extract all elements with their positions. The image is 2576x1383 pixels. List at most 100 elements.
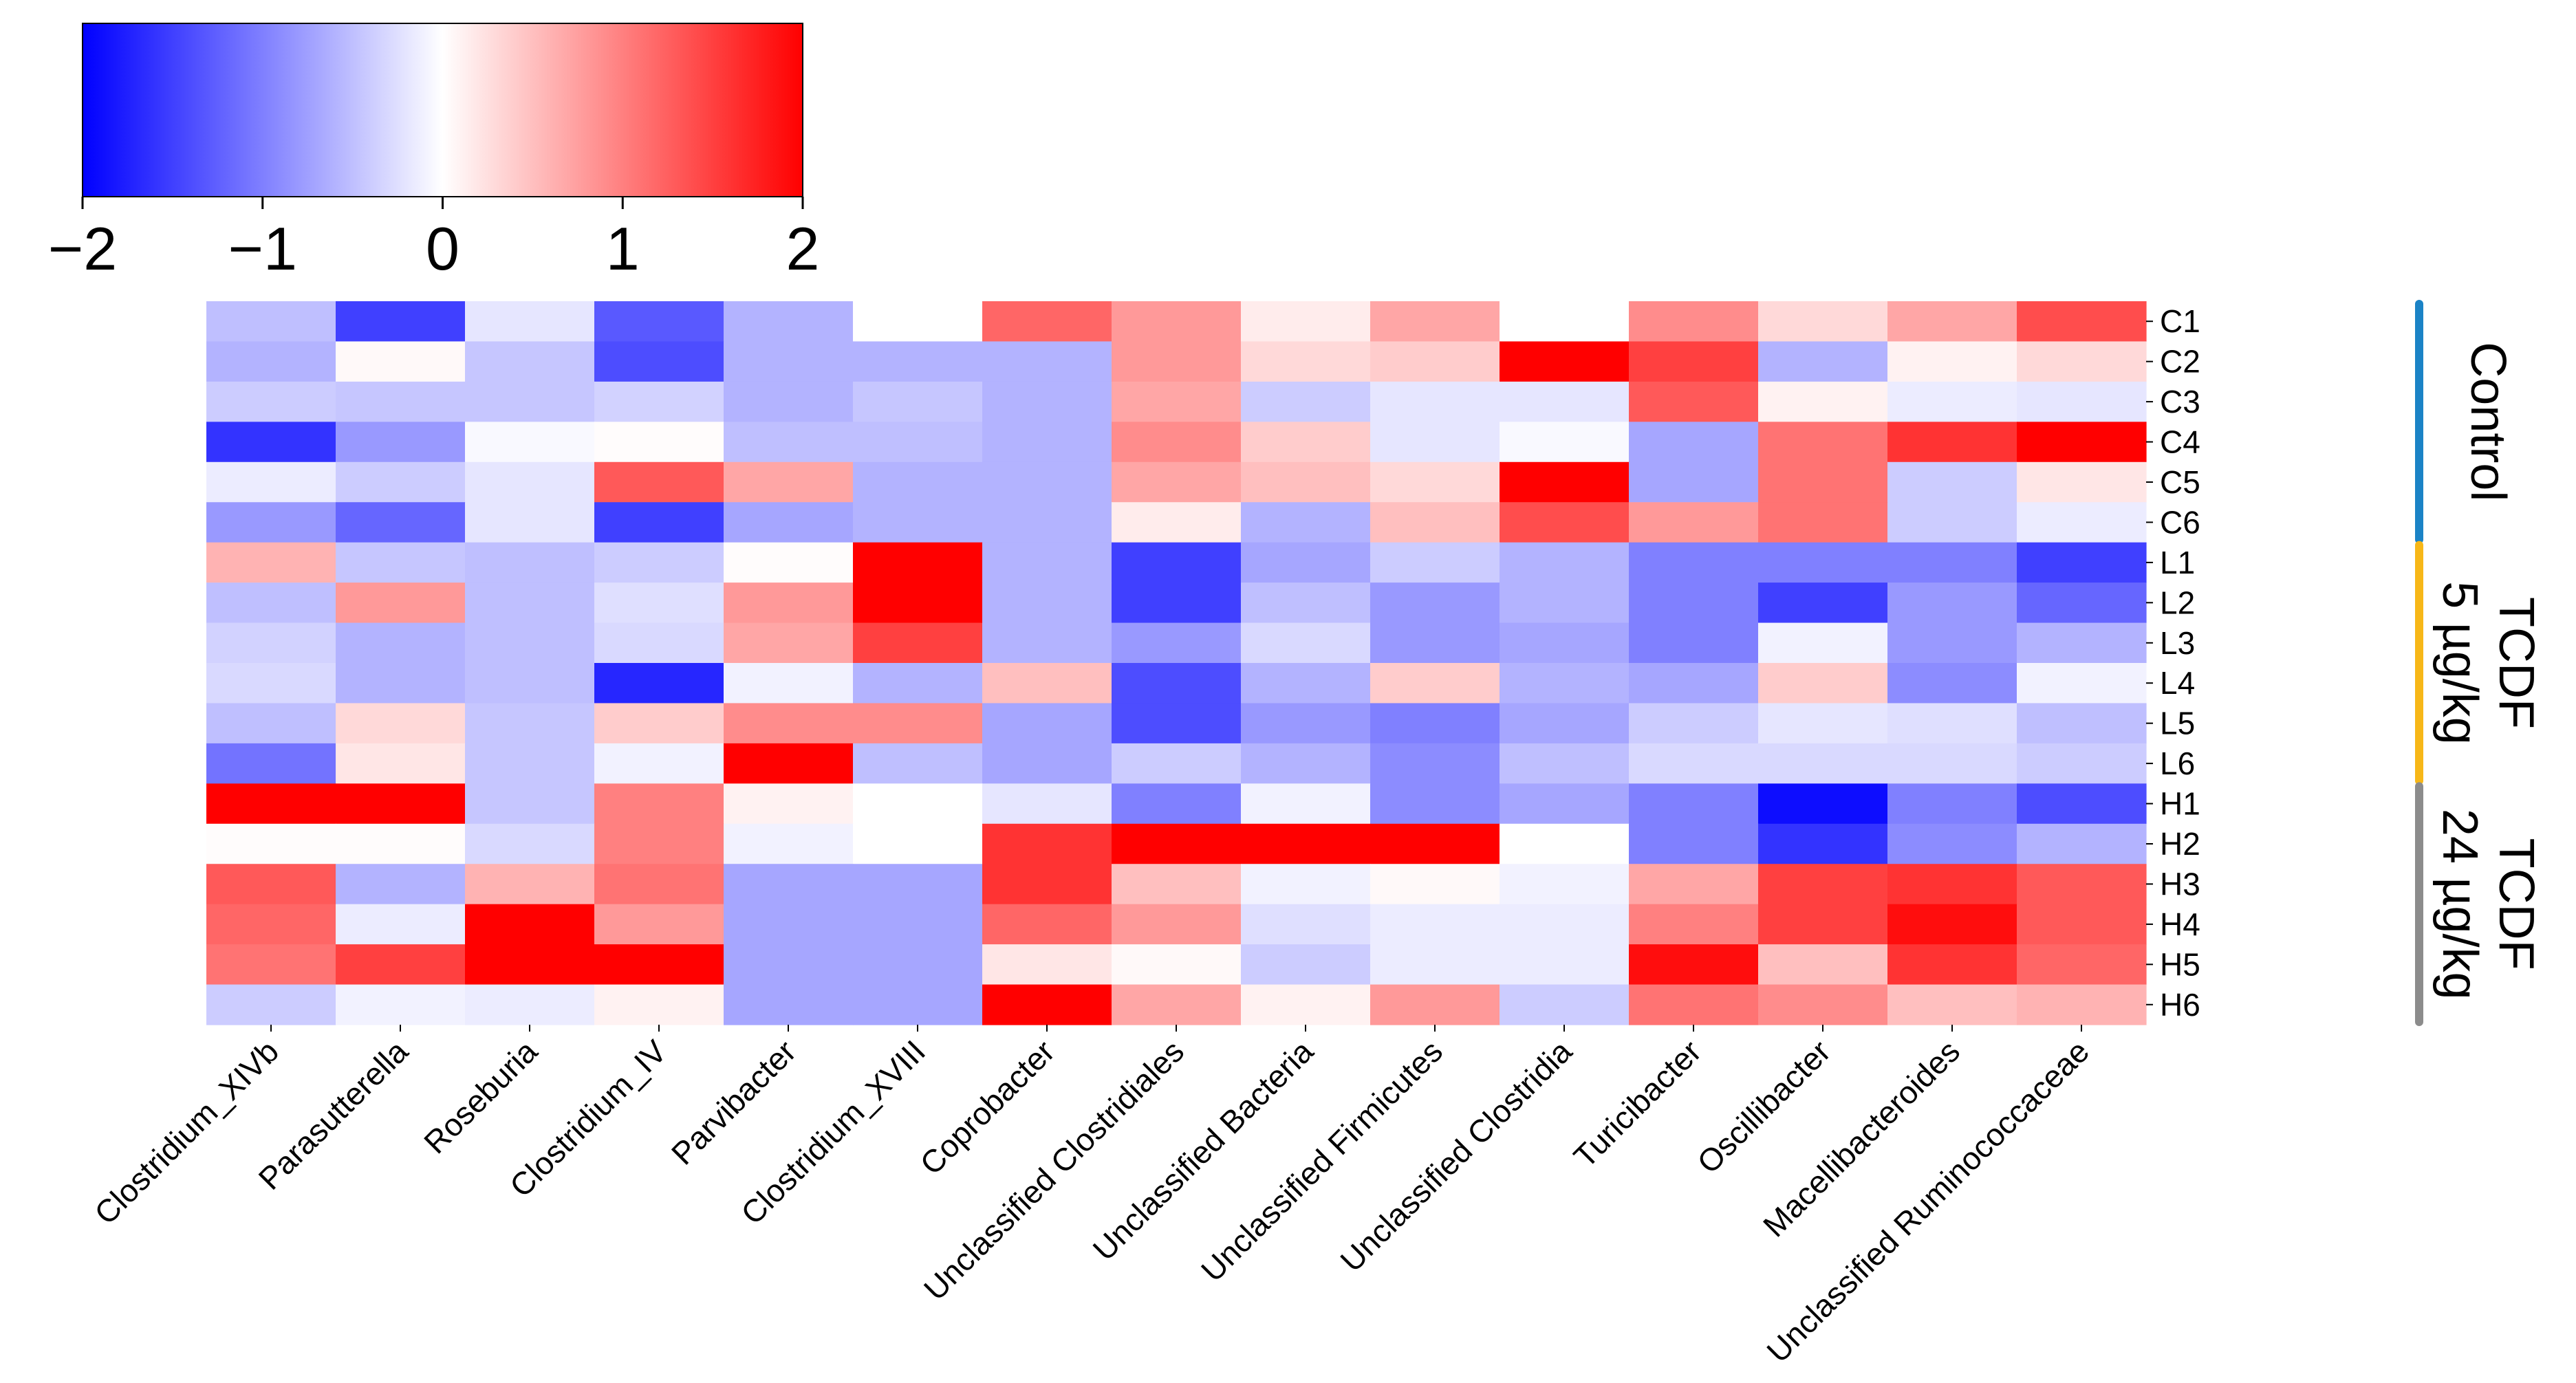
heatmap-cell <box>1500 381 1630 422</box>
heatmap-cell <box>853 461 983 503</box>
heatmap-cell <box>1241 823 1371 864</box>
heatmap-cell <box>1241 944 1371 985</box>
heatmap-cell <box>1629 381 1759 422</box>
heatmap-cell <box>1887 703 2017 744</box>
column-label: Turicibacter <box>1567 1033 1708 1174</box>
heatmap-cell <box>336 381 466 422</box>
heatmap-cell <box>1629 542 1759 583</box>
heatmap-cell <box>1370 984 1500 1025</box>
heatmap-cell <box>1500 904 1630 945</box>
heatmap-cell <box>2017 663 2147 704</box>
heatmap-cell <box>1500 663 1630 704</box>
heatmap-cell <box>724 622 854 664</box>
heatmap-cell <box>724 864 854 905</box>
row-label: C5 <box>2160 464 2200 500</box>
heatmap-cell <box>465 422 595 463</box>
row-label: C6 <box>2160 504 2200 540</box>
heatmap-cell <box>1629 422 1759 463</box>
heatmap-cell <box>1887 904 2017 945</box>
heatmap-cell <box>1112 703 1242 744</box>
heatmap-cell <box>2017 341 2147 382</box>
colorbar-ticks: −2 −1 0 1 2 <box>48 197 819 283</box>
heatmap-cell <box>594 341 724 382</box>
heatmap-cell <box>1758 663 1888 704</box>
heatmap-cell <box>1629 703 1759 744</box>
heatmap-cell <box>982 301 1112 342</box>
heatmap-cell <box>465 864 595 905</box>
heatmap-cell <box>1500 944 1630 985</box>
heatmap-cell <box>853 622 983 664</box>
heatmap-cell <box>465 944 595 985</box>
heatmap-cell <box>336 542 466 583</box>
heatmap-cell <box>1887 783 2017 825</box>
heatmap-cell <box>1112 422 1242 463</box>
heatmap-cell <box>2017 381 2147 422</box>
heatmap-cell <box>1112 663 1242 704</box>
heatmap-cell <box>1629 864 1759 905</box>
heatmap-cell <box>1500 582 1630 624</box>
row-label: L1 <box>2160 545 2195 580</box>
heatmap-cell <box>2017 743 2147 784</box>
heatmap-cell <box>594 381 724 422</box>
heatmap-cell <box>1758 381 1888 422</box>
heatmap-cell <box>853 341 983 382</box>
heatmap-cell <box>1500 783 1630 825</box>
heatmap-cell <box>1112 743 1242 784</box>
heatmap-cell <box>724 823 854 864</box>
heatmap-cell <box>1241 542 1371 583</box>
heatmap-cell <box>1758 461 1888 503</box>
heatmap-cell <box>336 783 466 825</box>
heatmap-cell <box>1887 301 2017 342</box>
heatmap-cell <box>594 743 724 784</box>
heatmap-cell <box>206 663 336 704</box>
heatmap-cell <box>1112 622 1242 664</box>
heatmap-cell <box>1241 984 1371 1025</box>
heatmap-cell <box>1629 341 1759 382</box>
heatmap-cell <box>1241 461 1371 503</box>
heatmap-cell <box>982 984 1112 1025</box>
heatmap-cell <box>853 703 983 744</box>
group-label: TCDF <box>2489 597 2544 729</box>
heatmap-cell <box>853 301 983 342</box>
heatmap-cell <box>724 904 854 945</box>
row-label: L5 <box>2160 706 2195 741</box>
heatmap-cell <box>1629 984 1759 1025</box>
heatmap-cell <box>465 904 595 945</box>
heatmap-cell <box>336 502 466 543</box>
group-label: 24 µg/kg <box>2432 809 2487 1000</box>
heatmap-cell <box>724 663 854 704</box>
heatmap-cell <box>1370 582 1500 624</box>
heatmap-cell <box>982 743 1112 784</box>
heatmap-cell <box>853 582 983 624</box>
row-label: L4 <box>2160 665 2195 701</box>
heatmap-cell <box>2017 984 2147 1025</box>
heatmap-cell <box>2017 542 2147 583</box>
heatmap-cell <box>336 743 466 784</box>
heatmap-cell <box>1241 622 1371 664</box>
heatmap-cell <box>1370 502 1500 543</box>
heatmap-cell <box>336 341 466 382</box>
heatmap-cell <box>594 422 724 463</box>
heatmap-cell <box>206 703 336 744</box>
heatmap-cell <box>982 944 1112 985</box>
heatmap-cell <box>982 783 1112 825</box>
heatmap-cell <box>1758 904 1888 945</box>
row-label: C3 <box>2160 384 2200 420</box>
row-label: H1 <box>2160 786 2200 822</box>
heatmap-cell <box>1629 502 1759 543</box>
heatmap-cell <box>336 622 466 664</box>
heatmap-cell <box>594 301 724 342</box>
heatmap-cell <box>336 904 466 945</box>
heatmap-cell <box>724 381 854 422</box>
heatmap-cell <box>465 341 595 382</box>
column-label: Unclassified Clostridiales <box>917 1033 1191 1307</box>
heatmap-cell <box>982 381 1112 422</box>
row-label: C2 <box>2160 344 2200 380</box>
group-label: Control <box>2460 342 2515 501</box>
heatmap-cell <box>1500 823 1630 864</box>
column-label: Clostridium_XIVb <box>87 1033 285 1231</box>
heatmap-cell <box>594 622 724 664</box>
heatmap-cell <box>1887 502 2017 543</box>
heatmap-cell <box>724 461 854 503</box>
heatmap-cell <box>1370 904 1500 945</box>
